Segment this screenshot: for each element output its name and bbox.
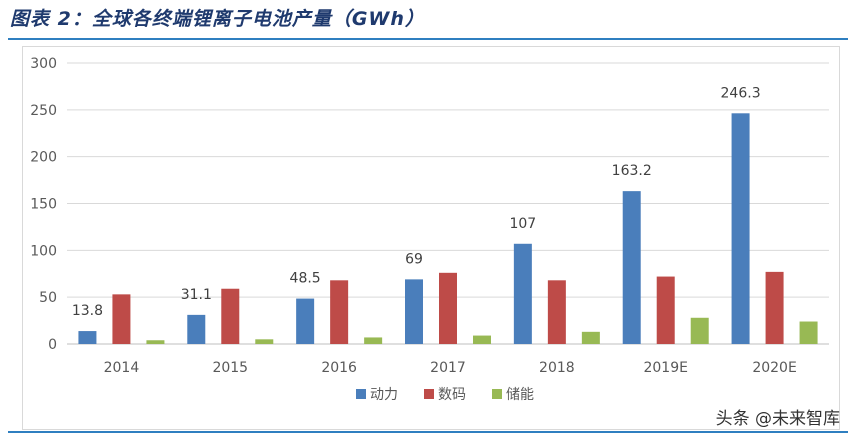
y-tick-label: 300 xyxy=(30,56,57,72)
x-tick-label: 2018 xyxy=(539,360,575,376)
bar-2 xyxy=(221,288,240,344)
bar-1 xyxy=(405,279,423,344)
bar-chart: 0 50 100 150 200 250 300 13.8 2014 31.1 2015 48.5 20… xyxy=(30,56,829,403)
data-label: 31.1 xyxy=(181,287,212,303)
watermark-text: 头条 @未来智库 xyxy=(715,409,840,429)
figure-title: 图表 2：全球各终端锂离子电池产量（GWh） xyxy=(10,8,425,30)
bar-3 xyxy=(690,317,709,344)
bar-2 xyxy=(439,272,457,344)
bar-1 xyxy=(78,331,97,344)
legend-label: 储能 xyxy=(506,387,534,403)
bar-3 xyxy=(799,321,818,344)
data-label: 107 xyxy=(509,216,536,232)
x-tick-label: 2020E xyxy=(752,360,796,376)
data-label: 48.5 xyxy=(290,271,321,287)
y-tick-label: 150 xyxy=(30,197,57,213)
data-label: 69 xyxy=(405,251,423,267)
x-tick-label: 2015 xyxy=(212,360,248,376)
y-tick-label: 50 xyxy=(39,290,57,306)
bar-1 xyxy=(513,243,532,344)
bar-3 xyxy=(255,339,274,344)
data-label: 13.8 xyxy=(72,303,103,319)
legend-swatch xyxy=(356,389,366,399)
bar-2 xyxy=(330,280,349,344)
bar-1 xyxy=(296,298,315,344)
bottom-rule xyxy=(8,431,848,433)
data-label: 163.2 xyxy=(612,163,652,179)
bar-2 xyxy=(547,280,566,344)
x-tick-label: 2016 xyxy=(321,360,357,376)
x-tick-label: 2017 xyxy=(430,360,466,376)
y-tick-label: 200 xyxy=(30,150,57,166)
bar-1 xyxy=(187,314,206,344)
data-label: 246.3 xyxy=(721,85,761,101)
x-tick-label: 2019E xyxy=(643,360,687,376)
chart-panel: 0 50 100 150 200 250 300 13.8 2014 31.1 2015 48.5 20… xyxy=(22,46,840,430)
bar-2 xyxy=(112,294,131,344)
y-tick-label: 100 xyxy=(30,243,57,259)
legend-label: 动力 xyxy=(370,387,398,403)
x-tick-label: 2014 xyxy=(104,360,140,376)
y-tick-label: 0 xyxy=(48,337,57,353)
y-tick-label: 250 xyxy=(30,103,57,119)
bar-3 xyxy=(473,335,491,344)
legend-swatch xyxy=(492,389,502,399)
title-underline xyxy=(8,38,848,40)
bar-3 xyxy=(146,340,165,344)
bar-1 xyxy=(622,191,641,344)
legend-label: 数码 xyxy=(438,387,466,403)
bar-3 xyxy=(364,337,383,344)
bar-1 xyxy=(731,113,750,344)
legend-swatch xyxy=(424,389,434,399)
bar-2 xyxy=(765,271,784,344)
bar-3 xyxy=(581,331,600,344)
bar-2 xyxy=(656,276,675,344)
